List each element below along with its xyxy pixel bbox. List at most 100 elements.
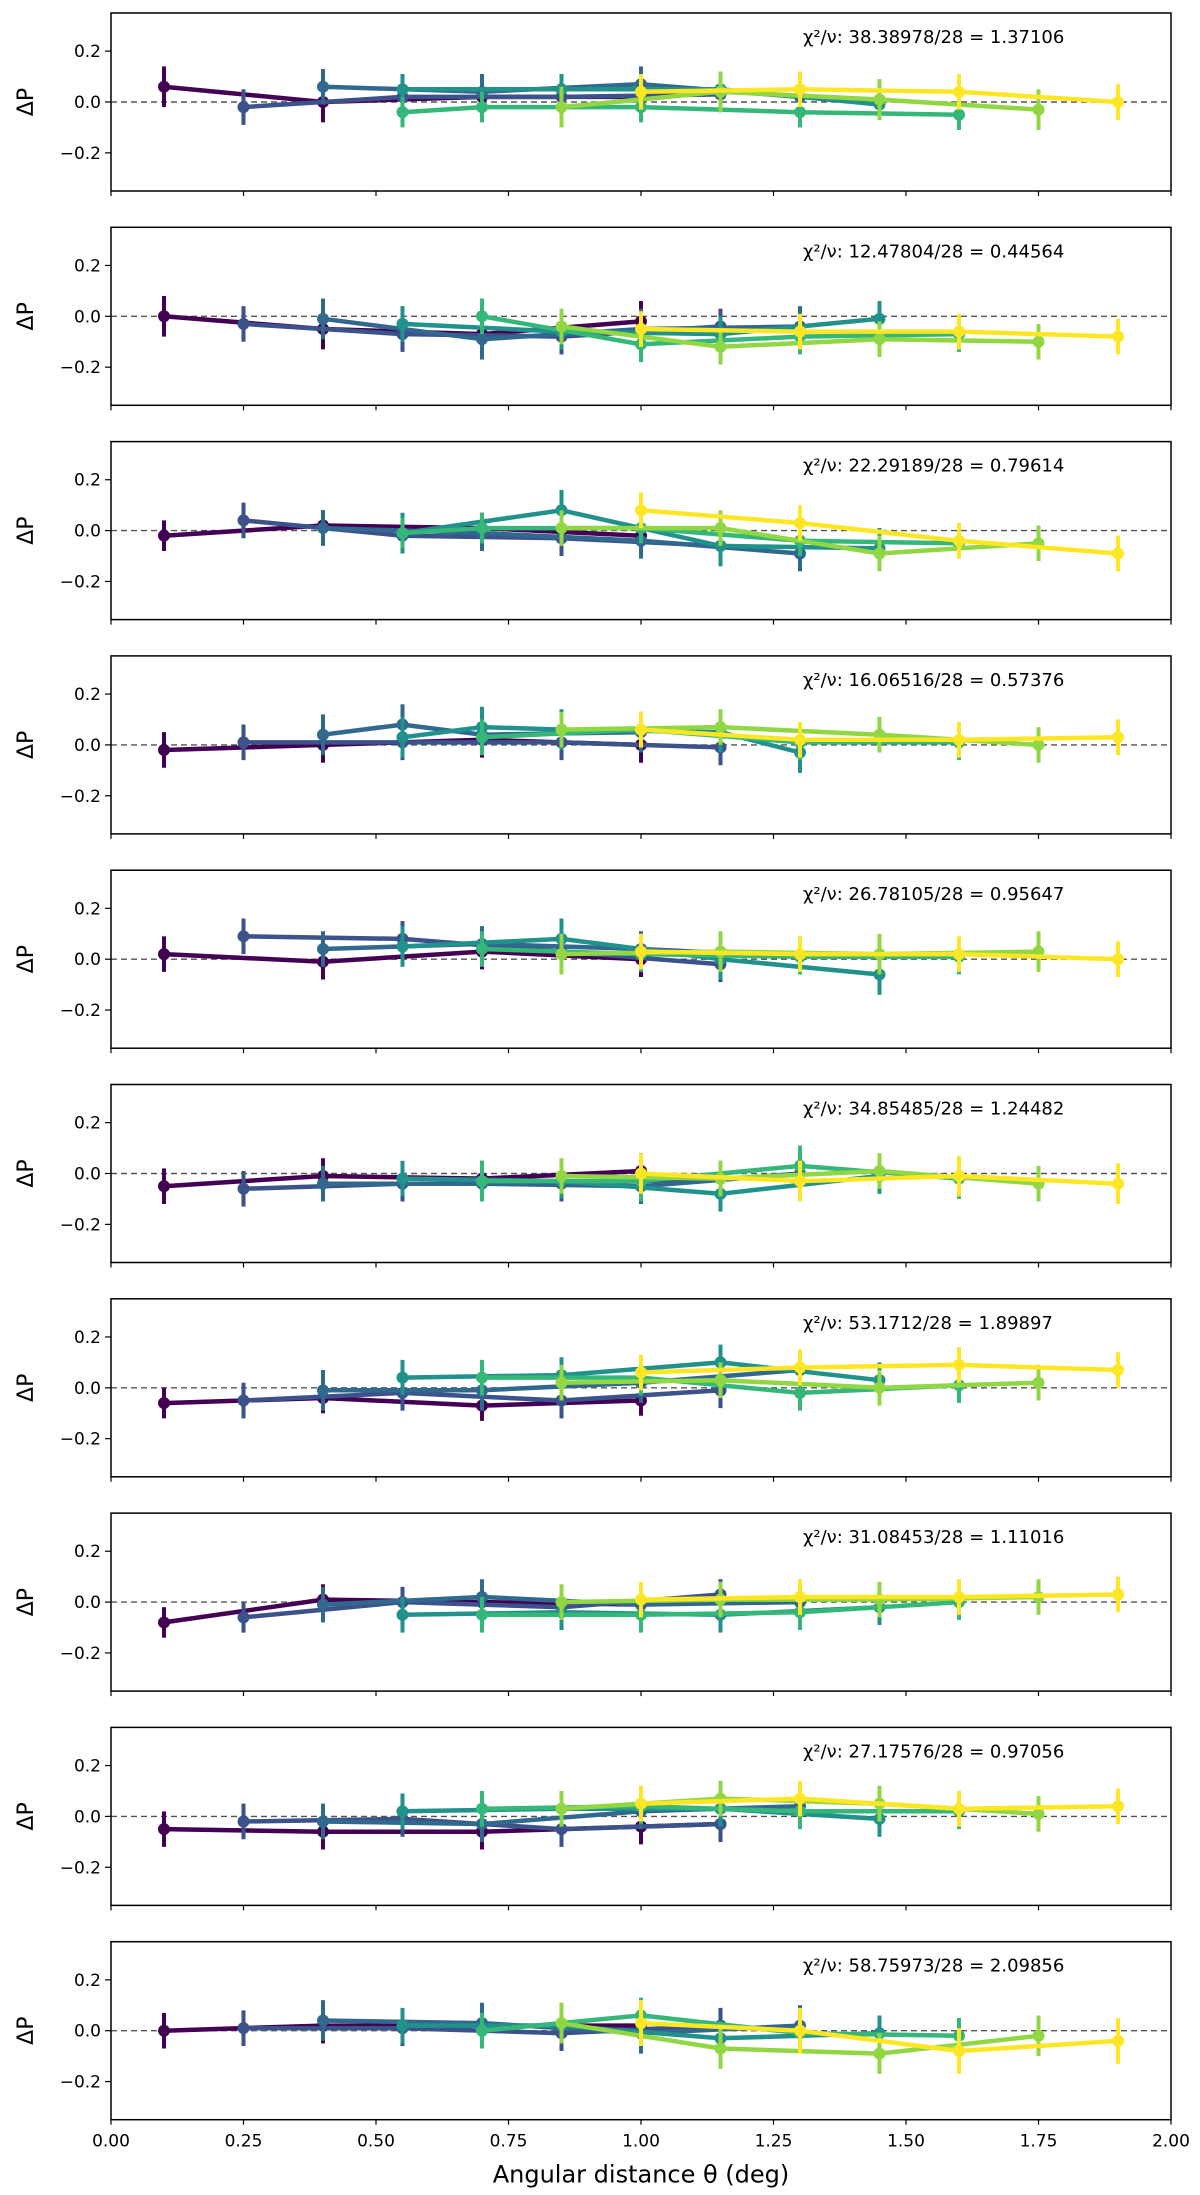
chi-square-label: χ²/ν: 22.29189/28 = 0.79614 xyxy=(803,456,1064,477)
y-axis-label: ΔP xyxy=(14,88,39,116)
series-7 xyxy=(635,492,1124,572)
data-point xyxy=(476,1371,488,1384)
y-tick-label: 0.2 xyxy=(74,1542,101,1562)
data-point xyxy=(396,1608,409,1621)
data-point xyxy=(953,325,965,338)
panels: 0.2 0.0 −0.2 ΔP χ²/ν: 38.38978/28 = 1.37106 0… xyxy=(14,12,1172,2125)
x-tick-label: 1.50 xyxy=(887,2132,925,2152)
data-point xyxy=(1112,731,1124,744)
y-axis-label: ΔP xyxy=(14,302,39,330)
series-line xyxy=(640,508,1119,556)
x-tick-label: 0.00 xyxy=(92,2132,130,2152)
data-point xyxy=(1112,330,1124,343)
data-point xyxy=(396,317,409,330)
data-point xyxy=(1112,1588,1124,1601)
data-point xyxy=(237,930,250,943)
data-point xyxy=(953,108,965,121)
series-7 xyxy=(635,1347,1124,1391)
data-point xyxy=(476,1175,488,1188)
data-point xyxy=(1032,1807,1045,1820)
y-tick-label: 0.0 xyxy=(74,1593,101,1613)
y-tick-label: 0.0 xyxy=(74,93,101,113)
data-point xyxy=(1032,1376,1045,1389)
y-tick-label: −0.2 xyxy=(60,2073,101,2093)
series-line xyxy=(640,727,1119,743)
data-point xyxy=(794,325,806,338)
data-point xyxy=(237,2022,250,2035)
chi-square-label: χ²/ν: 38.38978/28 = 1.37106 xyxy=(803,27,1064,48)
panel-2: 0.2 0.0 −0.2 ΔP χ²/ν: 12.47804/28 = 0.44564 xyxy=(14,226,1172,411)
y-tick-label: 0.2 xyxy=(74,1328,101,1348)
x-tick-label: 0.50 xyxy=(357,2132,395,2152)
chi-square-label: χ²/ν: 58.75973/28 = 2.09856 xyxy=(803,1956,1064,1977)
y-tick-label: 0.2 xyxy=(74,42,101,62)
series-line xyxy=(640,2020,1119,2054)
data-point xyxy=(237,1182,250,1195)
data-point xyxy=(873,1381,886,1394)
data-point xyxy=(158,1823,170,1836)
data-point xyxy=(237,101,250,114)
y-tick-label: 0.2 xyxy=(74,471,101,491)
y-axis-label: ΔP xyxy=(14,1159,39,1187)
x-tick-label: 0.75 xyxy=(490,2132,528,2152)
y-tick-label: −0.2 xyxy=(60,1215,101,1235)
y-tick-label: 0.2 xyxy=(74,1971,101,1991)
data-point xyxy=(476,522,488,535)
series-group xyxy=(158,704,1124,773)
data-point xyxy=(794,1591,806,1604)
series-line xyxy=(640,1362,1119,1375)
y-tick-label: −0.2 xyxy=(60,1001,101,1021)
data-point xyxy=(794,83,806,96)
data-point xyxy=(237,1815,250,1828)
y-tick-label: 0.2 xyxy=(74,256,101,276)
data-point xyxy=(714,522,727,535)
series-group xyxy=(158,1997,1124,2074)
data-point xyxy=(635,1593,647,1606)
x-tick-label: 1.25 xyxy=(755,2132,793,2152)
y-axis-label: ΔP xyxy=(14,1588,39,1616)
data-point xyxy=(317,943,329,956)
data-point xyxy=(1032,2029,1045,2042)
y-tick-label: −0.2 xyxy=(60,144,101,164)
data-point xyxy=(396,83,409,96)
series-7 xyxy=(635,1576,1124,1618)
series-group xyxy=(158,489,1124,572)
x-axis: 0.00 0.25 0.50 0.75 1.00 1.25 1.50 1.75 2.00 xyxy=(92,2132,1190,2152)
data-point xyxy=(396,106,409,119)
data-point xyxy=(555,101,568,114)
data-point xyxy=(873,1164,886,1177)
data-point xyxy=(953,1591,965,1604)
data-point xyxy=(794,948,806,961)
panel-7: 0.2 0.0 −0.2 ΔP χ²/ν: 53.1712/28 = 1.89897 xyxy=(14,1298,1172,1482)
data-point xyxy=(1112,953,1124,966)
data-point xyxy=(396,1172,409,1185)
data-point xyxy=(396,2019,409,2032)
data-point xyxy=(476,101,488,114)
data-point xyxy=(158,1180,170,1193)
chi-square-label: χ²/ν: 31.08453/28 = 1.11016 xyxy=(803,1527,1064,1548)
data-point xyxy=(873,2047,886,2060)
y-tick-label: −0.2 xyxy=(60,1858,101,1878)
data-point xyxy=(317,1384,329,1397)
data-point xyxy=(317,2014,329,2027)
x-tick-label: 1.00 xyxy=(622,2132,660,2152)
data-point xyxy=(396,1805,409,1818)
data-point xyxy=(953,85,965,98)
y-axis-label: ΔP xyxy=(14,731,39,759)
series-7 xyxy=(635,933,1124,977)
panel-10: 0.2 0.0 −0.2 ΔP χ²/ν: 58.75973/28 = 2.09856 xyxy=(14,1940,1172,2125)
data-point xyxy=(873,547,886,560)
data-point xyxy=(158,80,170,93)
y-axis-label: ΔP xyxy=(14,1374,39,1402)
y-axis-label: ΔP xyxy=(14,516,39,544)
data-point xyxy=(158,948,170,961)
series-7 xyxy=(635,2000,1124,2074)
data-point xyxy=(317,80,329,93)
data-point xyxy=(794,1361,806,1374)
series-7 xyxy=(635,711,1124,758)
x-tick-label: 2.00 xyxy=(1152,2132,1190,2152)
data-point xyxy=(476,333,488,346)
data-point xyxy=(714,340,727,353)
series-group xyxy=(158,918,1124,995)
data-point xyxy=(873,333,886,346)
